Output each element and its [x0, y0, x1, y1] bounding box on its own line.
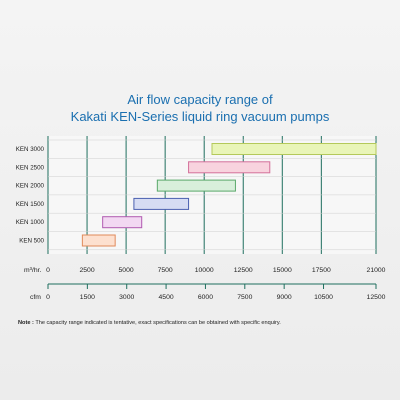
x-primary-tick-21000: 21000 [367, 267, 386, 274]
category-label-ken-1500: KEN 1500 [16, 201, 45, 208]
note-label: Note : [18, 320, 34, 326]
x-secondary-tick-1500: 1500 [80, 294, 95, 301]
chart-title-line-1: Air flow capacity range of [127, 92, 273, 107]
x-primary-tick-7500: 7500 [158, 267, 173, 274]
x-primary-tick-15000: 15000 [273, 267, 292, 274]
x-secondary-tick-0: 0 [46, 294, 50, 301]
bar-ken-3000 [211, 143, 377, 155]
bar-ken-2500 [188, 161, 271, 174]
x-primary-tick-0: 0 [46, 267, 50, 274]
x-secondary-tick-7500: 7500 [237, 294, 252, 301]
x-secondary-tick-6000: 6000 [198, 294, 213, 301]
x-secondary-tick-9000: 9000 [277, 294, 292, 301]
bar-ken-1500 [133, 197, 190, 210]
x-secondary-tick-3000: 3000 [119, 294, 134, 301]
x-primary-tick-17500: 17500 [312, 267, 331, 274]
category-label-ken-500: KEN 500 [19, 238, 44, 245]
x-secondary-axis-label: cfm [30, 294, 41, 301]
category-label-ken-2500: KEN 2500 [16, 164, 45, 171]
category-label-ken-3000: KEN 3000 [16, 146, 45, 153]
category-label-ken-1000: KEN 1000 [16, 219, 45, 226]
x-secondary-tick-10500: 10500 [314, 294, 333, 301]
x-secondary-tick-4500: 4500 [159, 294, 174, 301]
x-primary-tick-2500: 2500 [79, 267, 94, 274]
bar-ken-2000 [156, 179, 236, 192]
chart-title-line-2: Kakati KEN-Series liquid ring vacuum pum… [70, 109, 330, 124]
x-primary-axis-label: m³/hr. [24, 267, 41, 274]
bar-ken-500 [81, 234, 116, 247]
category-label-ken-2000: KEN 2000 [16, 183, 45, 190]
x-secondary-tick-12500: 12500 [367, 294, 386, 301]
x-primary-tick-12500: 12500 [234, 267, 253, 274]
note: Note : The capacity range indicated is t… [18, 320, 388, 326]
note-text: The capacity range indicated is tentativ… [35, 320, 281, 326]
bar-ken-1000 [102, 216, 143, 229]
x-primary-tick-10000: 10000 [195, 267, 214, 274]
x-primary-tick-5000: 5000 [119, 267, 134, 274]
